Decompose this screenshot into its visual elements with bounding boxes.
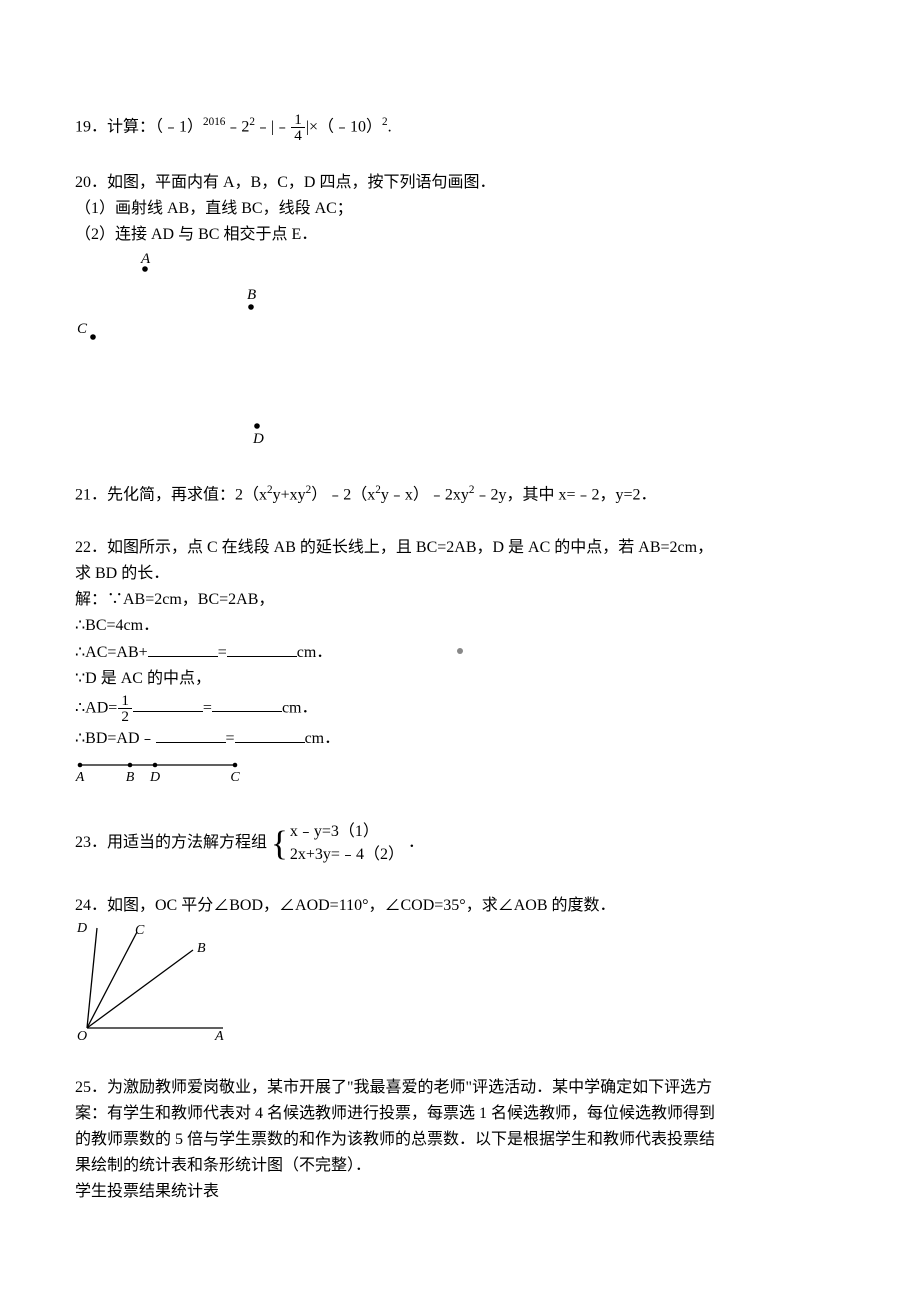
sup: 2016 xyxy=(203,116,225,128)
svg-text:D: D xyxy=(149,770,160,785)
document-page: 19．计算：（﹣1）2016﹣22﹣|﹣14|×（﹣10）2. 20．如图，平面… xyxy=(0,0,920,1302)
text: ）﹣2（x xyxy=(311,487,375,504)
text: = xyxy=(218,644,227,661)
fill-blank xyxy=(227,640,297,657)
fill-blank xyxy=(156,726,226,743)
problem-22-l6: ∴BD=AD﹣ = cm． xyxy=(75,726,845,751)
problem-20-line2: （2）连接 AD 与 BC 相交于点 E． xyxy=(75,223,845,247)
numerator: 1 xyxy=(291,112,305,128)
problem-21-text: 21．先化简，再求值：2（x2y+xy2）﹣2（x2y﹣x）﹣2xy2﹣2y，其… xyxy=(75,482,845,507)
text: 21．先化简，再求值：2（x xyxy=(75,487,267,504)
equations: x﹣y=3（1） 2x+3y=﹣4（2） xyxy=(290,821,404,866)
equation-system: { x﹣y=3（1） 2x+3y=﹣4（2） xyxy=(271,821,404,866)
problem-22-title: 22．如图所示，点 C 在线段 AB 的延长线上，且 BC=2AB，D 是 AC… xyxy=(75,536,845,560)
text: y﹣x）﹣2xy xyxy=(381,487,469,504)
text: |×（﹣10） xyxy=(306,118,382,135)
problem-22-l5: ∴AD=12 = cm． xyxy=(75,693,845,724)
fill-blank xyxy=(148,640,218,657)
problem-25-l5: 学生投票结果统计表 xyxy=(75,1180,845,1204)
text: . xyxy=(388,118,392,135)
fraction: 14 xyxy=(291,112,305,143)
svg-text:D: D xyxy=(252,431,264,446)
problem-19-text: 19．计算：（﹣1）2016﹣22﹣|﹣14|×（﹣10）2. xyxy=(75,112,845,143)
text: cm． xyxy=(305,730,341,747)
problem-23: 23．用适当的方法解方程组 { x﹣y=3（1） 2x+3y=﹣4（2） ． xyxy=(75,821,845,866)
problem-24-diagram: D C B A O xyxy=(75,922,845,1048)
svg-text:A: A xyxy=(140,251,151,267)
problem-22-diagram: A BD C xyxy=(75,755,845,793)
text: ﹣2y，其中 x=﹣2，y=2． xyxy=(474,487,656,504)
fill-blank xyxy=(212,695,282,712)
text: ∴BD=AD﹣ xyxy=(75,730,156,747)
problem-25: 25．为激励教师爱岗敬业，某市开展了"我最喜爱的老师"评选活动．某中学确定如下评… xyxy=(75,1076,845,1204)
problem-22-l1: 解：∵AB=2cm，BC=2AB， xyxy=(75,588,845,612)
svg-text:D: D xyxy=(76,922,87,936)
center-marker xyxy=(457,648,463,654)
problem-24-title: 24．如图，OC 平分∠BOD，∠AOD=110°，∠COD=35°，求∠AOB… xyxy=(75,894,845,918)
problem-20-line1: （1）画射线 AB，直线 BC，线段 AC； xyxy=(75,197,845,221)
svg-text:B: B xyxy=(247,287,256,303)
fill-blank xyxy=(133,695,203,712)
line-segment-diagram: A BD C xyxy=(75,755,255,785)
problem-21: 21．先化简，再求值：2（x2y+xy2）﹣2（x2y﹣x）﹣2xy2﹣2y，其… xyxy=(75,482,845,507)
text: ﹣2 xyxy=(225,118,249,135)
text: ∴AD= xyxy=(75,699,117,716)
fill-blank xyxy=(235,726,305,743)
svg-text:A: A xyxy=(214,1029,224,1040)
text: ﹣|﹣ xyxy=(255,118,290,135)
points-diagram: A B C D xyxy=(75,251,295,446)
problem-20-title: 20．如图，平面内有 A，B，C，D 四点，按下列语句画图． xyxy=(75,171,845,195)
text: 19．计算：（﹣1） xyxy=(75,118,203,135)
text: = xyxy=(226,730,235,747)
problem-25-l2: 案：有学生和教师代表对 4 名候选教师进行投票，每票选 1 名候选教师，每位候选… xyxy=(75,1102,845,1126)
numerator: 1 xyxy=(118,693,132,709)
fraction: 12 xyxy=(118,693,132,724)
text: cm． xyxy=(282,699,318,716)
text: y+xy xyxy=(273,487,306,504)
svg-text:C: C xyxy=(230,770,240,785)
problem-19: 19．计算：（﹣1）2016﹣22﹣|﹣14|×（﹣10）2. xyxy=(75,112,845,143)
svg-text:B: B xyxy=(197,941,206,956)
problem-22: 22．如图所示，点 C 在线段 AB 的延长线上，且 BC=2AB，D 是 AC… xyxy=(75,536,845,793)
text: = xyxy=(203,699,212,716)
equation-2: 2x+3y=﹣4（2） xyxy=(290,844,404,866)
problem-24: 24．如图，OC 平分∠BOD，∠AOD=110°，∠COD=35°，求∠AOB… xyxy=(75,894,845,1048)
problem-25-l3: 的教师票数的 5 倍与学生票数的和作为该教师的总票数．以下是根据学生和教师代表投… xyxy=(75,1128,845,1152)
problem-20: 20．如图，平面内有 A，B，C，D 四点，按下列语句画图． （1）画射线 AB… xyxy=(75,171,845,454)
problem-25-l4: 果绘制的统计表和条形统计图（不完整）． xyxy=(75,1154,845,1178)
problem-22-title2: 求 BD 的长． xyxy=(75,562,845,586)
text: cm． xyxy=(297,644,333,661)
svg-text:C: C xyxy=(135,923,145,938)
equation-1: x﹣y=3（1） xyxy=(290,821,404,843)
angle-diagram: D C B A O xyxy=(75,922,230,1040)
text: ． xyxy=(408,834,424,851)
svg-text:C: C xyxy=(77,321,88,337)
svg-text:B: B xyxy=(126,770,135,785)
left-brace-icon: { xyxy=(271,826,288,861)
denominator: 2 xyxy=(118,709,132,724)
svg-text:A: A xyxy=(75,770,85,785)
svg-text:O: O xyxy=(77,1029,87,1040)
problem-22-l4: ∵D 是 AC 的中点， xyxy=(75,667,845,691)
problem-20-diagram: A B C D xyxy=(75,251,845,454)
problem-23-text: 23．用适当的方法解方程组 { x﹣y=3（1） 2x+3y=﹣4（2） ． xyxy=(75,821,845,866)
text: 23．用适当的方法解方程组 xyxy=(75,834,267,851)
problem-22-l2: ∴BC=4cm． xyxy=(75,614,845,638)
text: ∴AC=AB+ xyxy=(75,644,148,661)
denominator: 4 xyxy=(291,128,305,143)
problem-25-l1: 25．为激励教师爱岗敬业，某市开展了"我最喜爱的老师"评选活动．某中学确定如下评… xyxy=(75,1076,845,1100)
